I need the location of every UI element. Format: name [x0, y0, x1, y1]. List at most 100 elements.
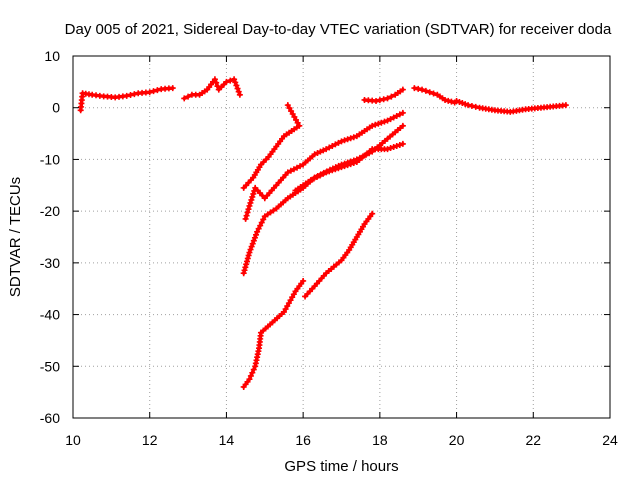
chart-title: Day 005 of 2021, Sidereal Day-to-day VTE… [65, 21, 612, 38]
data-point [387, 116, 394, 123]
data-point [387, 145, 394, 152]
x-axis-label: GPS time / hours [284, 458, 398, 475]
data-point [127, 91, 134, 98]
data-point [240, 270, 247, 277]
data-point [419, 86, 426, 93]
data-point [248, 196, 255, 203]
data-point [258, 219, 265, 226]
data-point [344, 162, 351, 169]
data-point [376, 97, 383, 104]
data-point [243, 258, 250, 265]
data-point [181, 95, 188, 102]
data-point [373, 97, 380, 104]
data-point [399, 140, 406, 147]
data-point [244, 209, 251, 216]
data-point [465, 102, 472, 109]
data-point [350, 134, 357, 141]
data-point [185, 93, 192, 100]
data-point [243, 212, 250, 219]
data-point [235, 88, 242, 95]
data-point [320, 170, 327, 177]
data-point [249, 369, 256, 376]
data-points [77, 76, 569, 390]
y-tick-label: -60 [40, 410, 60, 426]
data-point [284, 169, 291, 176]
data-point [227, 77, 234, 84]
data-point [287, 167, 294, 174]
data-point [445, 97, 452, 104]
data-point [396, 141, 403, 148]
data-point [453, 97, 460, 104]
y-tick-label: -10 [40, 151, 60, 167]
data-point [257, 222, 264, 229]
y-tick-label: 10 [44, 48, 60, 64]
plot-frame [72, 55, 611, 419]
data-point [468, 102, 475, 109]
data-point [344, 136, 351, 143]
data-point [234, 85, 241, 92]
data-point [260, 216, 267, 223]
data-point [390, 114, 397, 121]
data-point [250, 190, 257, 197]
data-point [388, 93, 395, 100]
data-point [253, 231, 260, 238]
data-point [248, 243, 255, 250]
data-point [247, 246, 254, 253]
data-point [326, 168, 333, 175]
data-point [399, 122, 406, 129]
data-point [247, 199, 254, 206]
data-point [250, 237, 257, 244]
data-point [244, 255, 251, 262]
data-point [247, 372, 254, 379]
x-tick-label: 18 [372, 432, 388, 448]
y-tick-label: -40 [40, 307, 60, 323]
ticks: 10 12 14 16 18 20 22 24 10 0 -10 -20 -30 -40 -50 -60 [40, 48, 618, 448]
data-point [246, 249, 253, 256]
data-point [456, 99, 463, 106]
data-point [335, 139, 342, 146]
data-point [236, 91, 243, 98]
data-point [131, 91, 138, 98]
data-point [562, 102, 569, 109]
data-point [332, 141, 339, 148]
data-point [146, 89, 153, 96]
data-point [323, 146, 330, 153]
data-point [459, 100, 466, 107]
data-point [233, 82, 240, 89]
data-point [255, 225, 262, 232]
data-point [369, 210, 376, 217]
data-point [329, 167, 336, 174]
data-point [338, 138, 345, 145]
data-point [284, 102, 291, 109]
x-tick-label: 22 [525, 432, 541, 448]
data-point [393, 112, 400, 119]
x-tick-label: 10 [65, 432, 81, 448]
y-tick-label: -50 [40, 358, 60, 374]
data-point [250, 366, 257, 373]
data-point [251, 234, 258, 241]
data-point [422, 87, 429, 94]
data-point [462, 101, 469, 108]
x-tick-label: 12 [142, 432, 158, 448]
data-point [399, 109, 406, 116]
data-point [300, 277, 307, 284]
x-tick-label: 14 [219, 432, 235, 448]
data-point [338, 164, 345, 171]
data-point [384, 146, 391, 153]
data-point [211, 76, 218, 83]
data-point [384, 95, 391, 102]
data-point [254, 228, 261, 235]
data-point [350, 160, 357, 167]
data-point [375, 120, 382, 127]
data-point [381, 118, 388, 125]
data-point [380, 96, 387, 103]
data-point [214, 83, 221, 90]
data-point [246, 202, 253, 209]
y-tick-label: -20 [40, 203, 60, 219]
data-point [307, 177, 314, 184]
x-tick-label: 16 [295, 432, 311, 448]
data-point [347, 161, 354, 168]
data-point [213, 79, 220, 86]
